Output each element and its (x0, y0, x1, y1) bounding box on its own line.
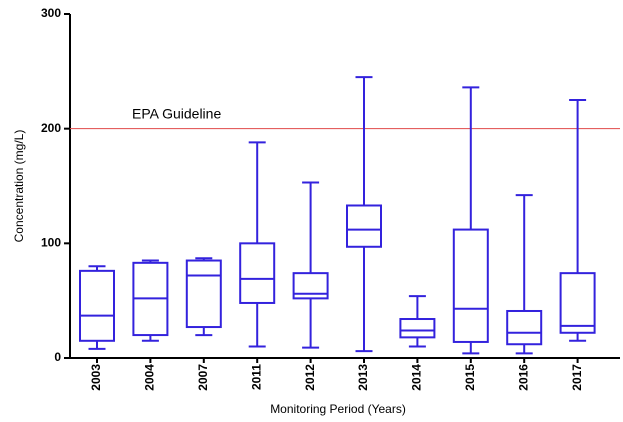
box (506, 309, 543, 346)
box (559, 272, 596, 334)
y-tick-label: 100 (41, 236, 61, 250)
box (346, 204, 382, 248)
x-tick-label: 2015 (463, 364, 477, 391)
x-tick-label: 2004 (143, 364, 157, 391)
y-axis-title: Concentration (mg/L) (12, 130, 26, 243)
box (239, 242, 276, 304)
x-tick-label: 2003 (89, 364, 103, 391)
reference-label: EPA Guideline (132, 105, 221, 121)
x-tick-label: 2014 (410, 364, 424, 391)
y-tick-label: 300 (41, 6, 61, 20)
x-tick-label: 2016 (516, 364, 530, 391)
x-tick-label: 2007 (196, 364, 210, 391)
box (185, 259, 222, 329)
x-tick-label: 2017 (570, 364, 584, 391)
x-tick-label: 2012 (303, 364, 317, 391)
box (452, 228, 489, 343)
x-axis-title: Monitoring Period (Years) (270, 402, 406, 416)
box (292, 272, 329, 300)
box (79, 269, 115, 342)
box (399, 318, 436, 339)
y-tick-label: 200 (41, 121, 61, 135)
x-tick-label: 2011 (249, 364, 263, 390)
x-tick-label: 2013 (356, 364, 370, 391)
y-tick-label: 0 (54, 350, 61, 364)
